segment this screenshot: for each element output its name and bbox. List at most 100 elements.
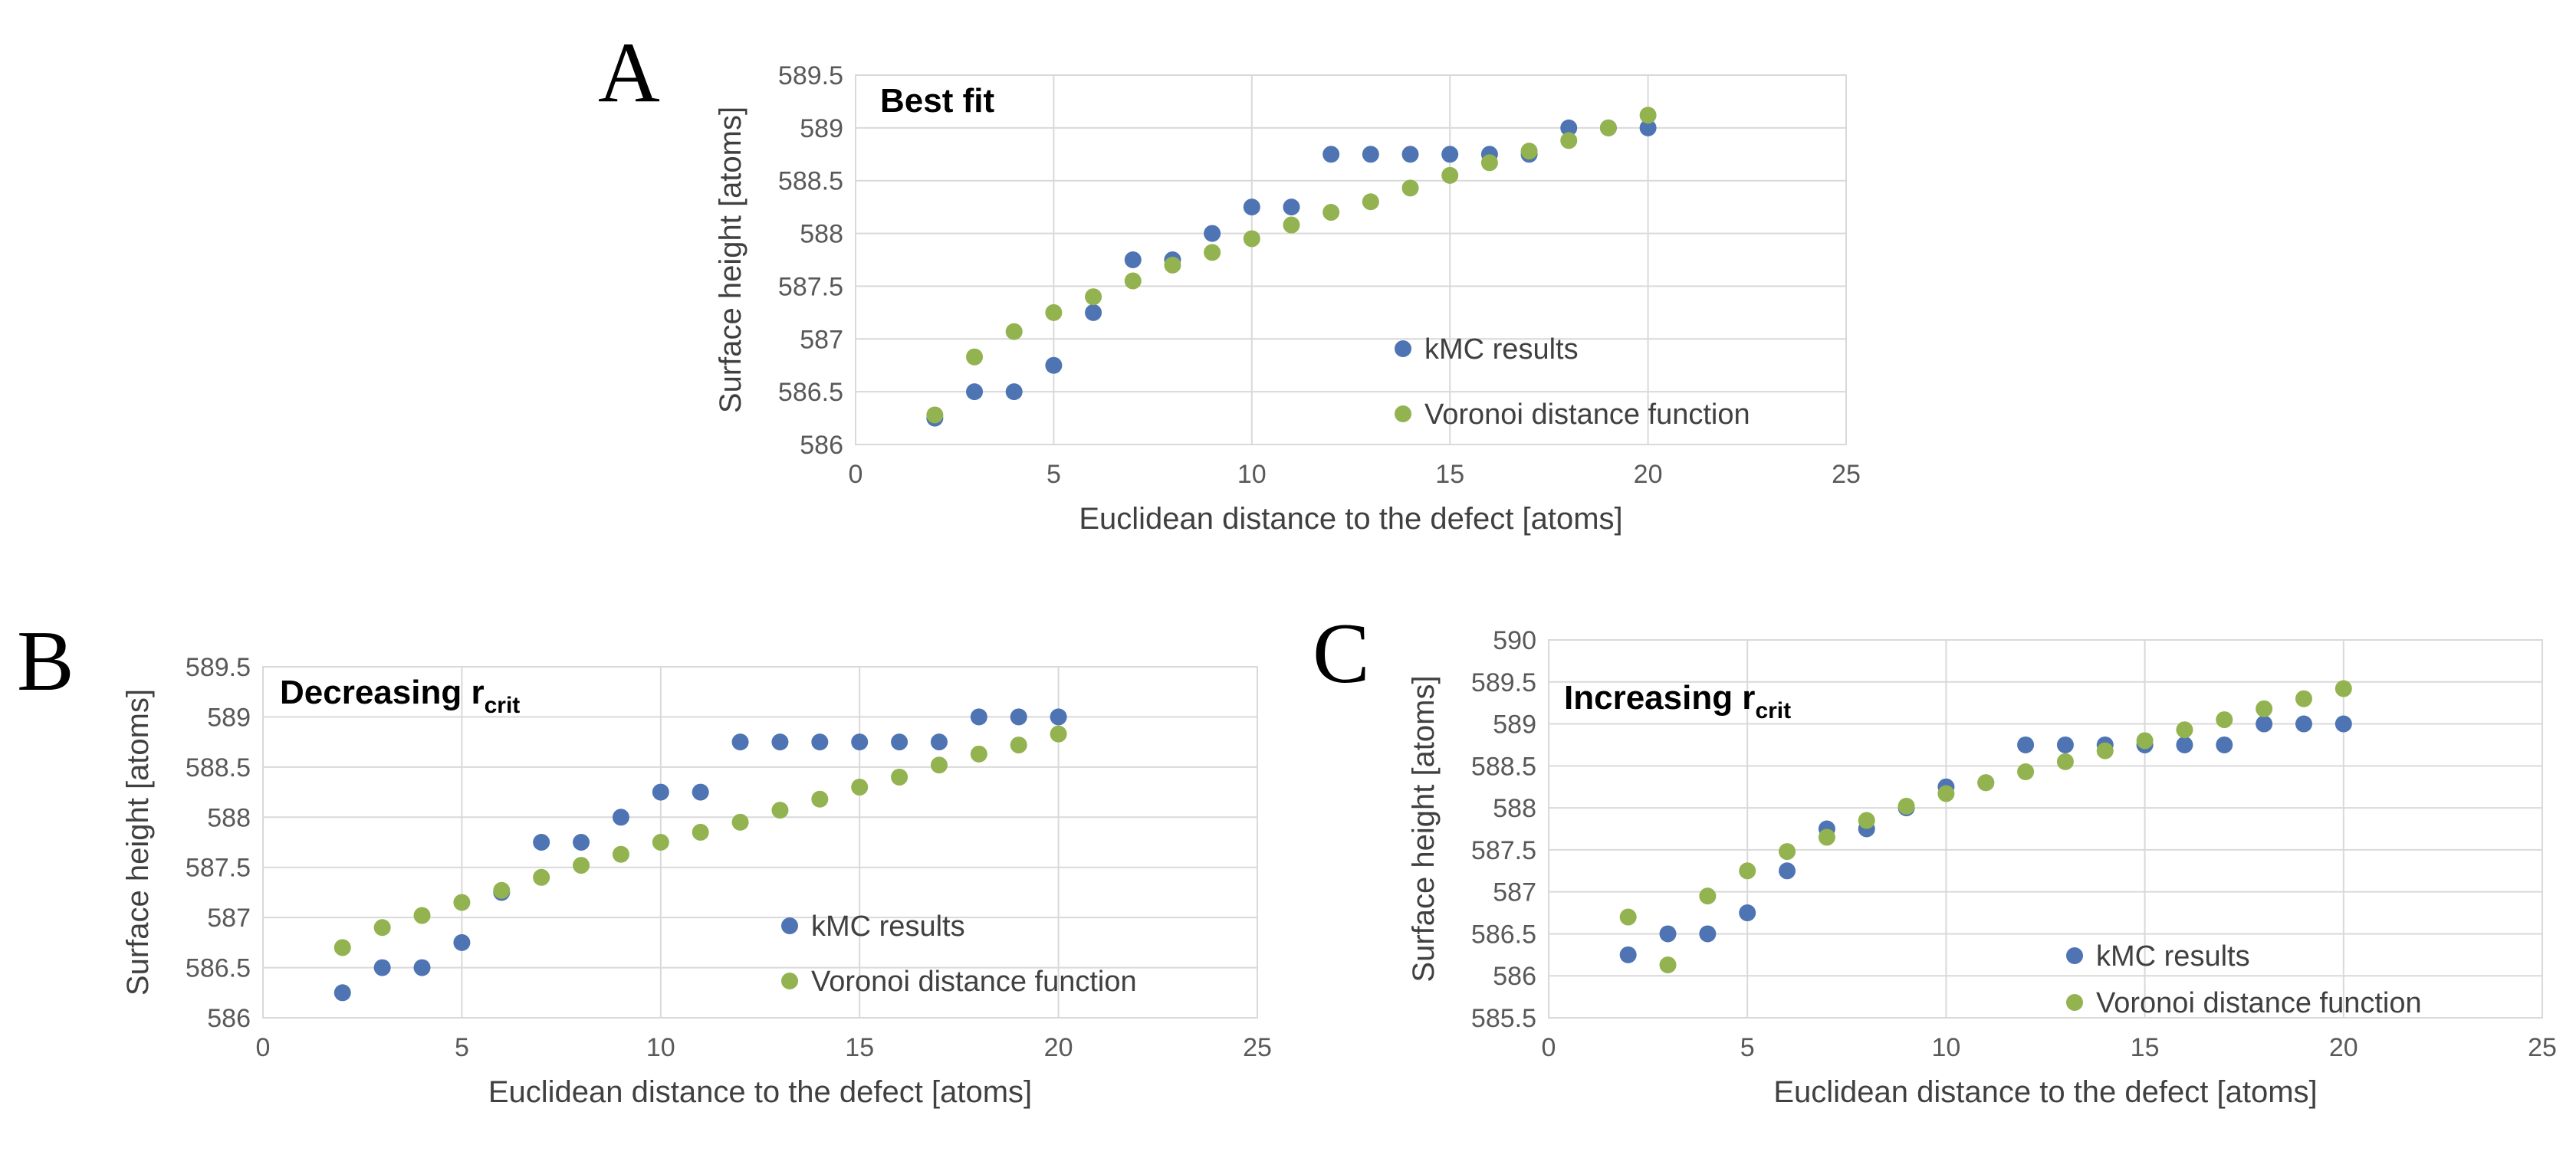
voronoi-point xyxy=(811,790,829,808)
voronoi-point xyxy=(771,802,789,819)
kmc-point xyxy=(1085,303,1102,321)
voronoi-point xyxy=(731,813,749,831)
kmc-point xyxy=(1699,925,1717,943)
kmc-point xyxy=(652,783,669,801)
y-axis-title: Surface height [atoms] xyxy=(1407,675,1441,982)
chart-panel-a: A 586 586.5 587 587.5 588 588.5 589 589.5 0 5 10 15 2… xyxy=(598,25,1861,536)
kmc-point xyxy=(573,834,590,851)
legend-marker xyxy=(2066,947,2083,964)
voronoi-point xyxy=(2256,700,2273,717)
x-tick-label: 25 xyxy=(2528,1033,2557,1062)
kmc-point xyxy=(1560,119,1578,136)
voronoi-point xyxy=(1937,785,1955,802)
voronoi-point xyxy=(1560,132,1578,149)
plot-area xyxy=(1548,639,2543,1019)
voronoi-point xyxy=(652,834,669,851)
kmc-point xyxy=(1243,198,1260,216)
kmc-point xyxy=(2056,736,2074,753)
kmc-point xyxy=(1050,708,1067,726)
voronoi-point xyxy=(2136,732,2154,750)
voronoi-point xyxy=(1045,303,1063,321)
legend: kMC results Voronoi distance function xyxy=(781,910,1137,998)
voronoi-point xyxy=(2216,711,2233,729)
y-tick-label: 588 xyxy=(1493,794,1536,823)
voronoi-point xyxy=(891,768,909,786)
legend-marker xyxy=(2066,994,2083,1011)
chart-title-main: Increasing r xyxy=(1564,679,1755,717)
kmc-point xyxy=(1779,862,1796,880)
y-tick-label: 588 xyxy=(800,220,843,249)
kmc-point xyxy=(2216,736,2233,753)
voronoi-point xyxy=(1164,256,1181,274)
voronoi-point xyxy=(2056,753,2074,770)
kmc-point xyxy=(891,733,909,751)
voronoi-point xyxy=(1010,737,1027,754)
kmc-point xyxy=(966,383,984,401)
voronoi-point xyxy=(2176,721,2193,739)
voronoi-point xyxy=(1739,862,1756,880)
kmc-point xyxy=(2334,715,2352,733)
voronoi-point xyxy=(1362,193,1379,211)
kmc-point xyxy=(413,959,431,976)
x-tick-label: 15 xyxy=(1435,460,1464,489)
voronoi-point xyxy=(1401,179,1419,197)
chart-title-subscript: crit xyxy=(485,693,521,718)
voronoi-point xyxy=(533,868,550,886)
voronoi-point xyxy=(930,756,948,774)
x-tick-label: 5 xyxy=(1740,1033,1755,1062)
y-tick-label: 588 xyxy=(207,803,251,832)
series-voronoi xyxy=(1619,680,2352,973)
y-tick-label: 588.5 xyxy=(1471,752,1536,781)
voronoi-point xyxy=(1283,216,1300,234)
x-tick-label: 20 xyxy=(1044,1033,1073,1062)
y-tick-label: 587.5 xyxy=(1471,836,1536,865)
legend-marker xyxy=(781,973,798,989)
legend-label: Voronoi distance function xyxy=(2096,987,2422,1019)
chart-title: Decreasing rcrit xyxy=(280,674,520,718)
y-tick-label: 586.5 xyxy=(1471,920,1536,949)
kmc-point xyxy=(1619,946,1637,963)
panel-letter: B xyxy=(17,614,74,709)
y-tick-label: 586 xyxy=(800,431,843,460)
voronoi-point xyxy=(573,857,590,874)
voronoi-point xyxy=(413,907,431,924)
x-tick-label: 0 xyxy=(849,460,863,489)
kmc-point xyxy=(1010,708,1027,726)
voronoi-point xyxy=(2017,763,2035,781)
kmc-point xyxy=(2176,736,2193,753)
chart-title-main: Decreasing r xyxy=(280,674,485,711)
voronoi-point xyxy=(1659,956,1677,973)
voronoi-point xyxy=(1599,119,1617,136)
legend-label: kMC results xyxy=(2096,940,2250,973)
voronoi-point xyxy=(1639,107,1657,124)
legend-marker xyxy=(781,917,798,934)
kmc-point xyxy=(1283,198,1300,216)
x-tick-label: 15 xyxy=(845,1033,874,1062)
kmc-point xyxy=(2295,715,2312,733)
chart-title: Best fit xyxy=(880,82,994,120)
chart-panel-b: B 586 586.5 587 587.5 588 588.5 589 589.5 0 5 10 15 2… xyxy=(17,614,1272,1109)
x-axis-title: Euclidean distance to the defect [atoms] xyxy=(1079,502,1622,536)
y-tick-label: 587 xyxy=(207,904,251,933)
kmc-point xyxy=(1045,356,1063,374)
y-tick-label: 590 xyxy=(1493,626,1536,655)
x-axis-title: Euclidean distance to the defect [atoms] xyxy=(488,1075,1032,1109)
y-tick-label: 586.5 xyxy=(778,378,843,407)
voronoi-point xyxy=(1619,908,1637,926)
voronoi-point xyxy=(1124,272,1142,290)
panel-letter: C xyxy=(1313,606,1370,701)
y-tick-label: 586 xyxy=(207,1004,251,1033)
x-axis-title: Euclidean distance to the defect [atoms] xyxy=(1773,1075,2317,1109)
voronoi-point xyxy=(1779,843,1796,861)
kmc-point xyxy=(1401,146,1419,163)
voronoi-point xyxy=(334,939,351,956)
voronoi-point xyxy=(2334,680,2352,697)
y-tick-label: 585.5 xyxy=(1471,1004,1536,1033)
kmc-point xyxy=(851,733,869,751)
chart-title-main: Best fit xyxy=(880,82,994,120)
voronoi-point xyxy=(1977,774,1995,792)
chart-title: Increasing rcrit xyxy=(1564,679,1791,723)
kmc-point xyxy=(533,834,550,851)
x-tick-label: 20 xyxy=(2329,1033,2358,1062)
